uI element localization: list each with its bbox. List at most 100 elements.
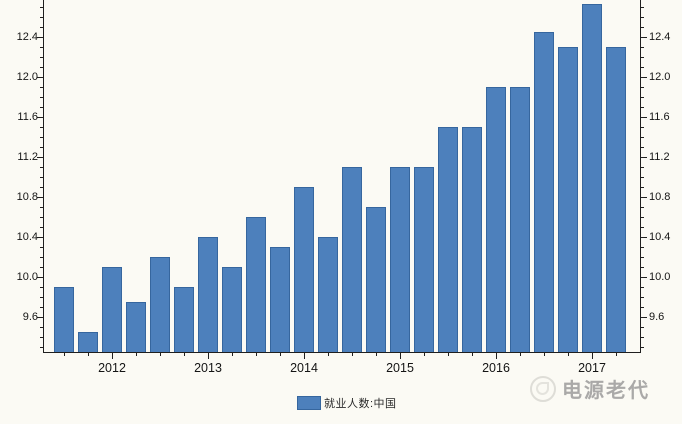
bar	[558, 47, 578, 352]
x-major-tick	[304, 353, 305, 359]
bar	[438, 127, 458, 352]
x-axis-year-label: 2015	[386, 361, 414, 375]
y-minor-tick	[641, 127, 644, 128]
x-minor-tick	[520, 353, 521, 356]
legend-swatch-icon	[297, 396, 321, 410]
x-minor-tick	[160, 353, 161, 356]
bar	[150, 257, 170, 352]
y-minor-tick	[40, 47, 43, 48]
y-major-tick	[641, 157, 647, 158]
y-minor-tick	[40, 187, 43, 188]
legend-label: 就业人数:中国	[324, 398, 397, 410]
x-axis-year-label: 2017	[578, 361, 606, 375]
x-axis-year-label: 2013	[194, 361, 222, 375]
y-axis-label-left: 10.0	[16, 271, 38, 283]
x-axis-year-label: 2014	[290, 361, 318, 375]
bar	[414, 167, 434, 352]
x-major-tick	[496, 353, 497, 359]
y-minor-tick	[641, 177, 644, 178]
bar	[462, 127, 482, 352]
bar	[486, 87, 506, 352]
x-minor-tick	[136, 353, 137, 356]
bar	[390, 167, 410, 352]
y-axis-label-left: 9.6	[22, 311, 38, 323]
y-minor-tick	[40, 327, 43, 328]
bar	[126, 302, 146, 352]
x-minor-tick	[352, 353, 353, 356]
y-minor-tick	[641, 267, 644, 268]
y-minor-tick	[40, 307, 43, 308]
bar	[222, 267, 242, 352]
x-major-tick	[592, 353, 593, 359]
x-minor-tick	[328, 353, 329, 356]
y-minor-tick	[641, 107, 644, 108]
y-minor-tick	[40, 247, 43, 248]
y-minor-tick	[641, 17, 644, 18]
y-minor-tick	[641, 27, 644, 28]
y-minor-tick	[40, 147, 43, 148]
bar	[342, 167, 362, 352]
y-minor-tick	[40, 17, 43, 18]
y-axis-label-left: 10.8	[16, 191, 38, 203]
y-minor-tick	[641, 167, 644, 168]
y-major-tick	[641, 237, 647, 238]
y-minor-tick	[641, 347, 644, 348]
y-axis-label-right: 12.4	[649, 31, 671, 43]
y-axis-right	[640, 0, 641, 353]
y-minor-tick	[40, 207, 43, 208]
x-minor-tick	[376, 353, 377, 356]
y-minor-tick	[641, 287, 644, 288]
y-axis-label-right: 10.8	[649, 191, 671, 203]
y-minor-tick	[40, 97, 43, 98]
x-minor-tick	[64, 353, 65, 356]
bar	[78, 332, 98, 352]
bar	[366, 207, 386, 352]
x-minor-tick	[568, 353, 569, 356]
y-minor-tick	[40, 257, 43, 258]
y-axis-label-right: 11.6	[649, 111, 670, 123]
y-major-tick	[37, 237, 43, 238]
y-minor-tick	[40, 107, 43, 108]
y-minor-tick	[641, 227, 644, 228]
bar	[510, 87, 530, 352]
y-axis-label-left: 10.4	[16, 231, 38, 243]
bar	[582, 4, 602, 352]
y-minor-tick	[40, 267, 43, 268]
y-major-tick	[641, 277, 647, 278]
x-minor-tick	[184, 353, 185, 356]
y-major-tick	[37, 277, 43, 278]
y-minor-tick	[40, 57, 43, 58]
y-major-tick	[37, 317, 43, 318]
y-minor-tick	[40, 7, 43, 8]
y-major-tick	[37, 117, 43, 118]
y-axis-label-right: 10.4	[649, 231, 671, 243]
y-minor-tick	[40, 347, 43, 348]
y-major-tick	[37, 197, 43, 198]
y-axis-label-left: 11.6	[17, 111, 38, 123]
x-axis-year-label: 2012	[98, 361, 126, 375]
y-minor-tick	[641, 297, 644, 298]
y-axis-left	[43, 0, 44, 353]
y-minor-tick	[40, 337, 43, 338]
y-axis-label-left: 12.4	[16, 31, 38, 43]
x-minor-tick	[616, 353, 617, 356]
y-minor-tick	[641, 87, 644, 88]
x-minor-tick	[232, 353, 233, 356]
watermark-text: 电源老代	[562, 380, 650, 402]
y-minor-tick	[641, 57, 644, 58]
bar	[174, 287, 194, 352]
y-minor-tick	[40, 67, 43, 68]
y-minor-tick	[40, 167, 43, 168]
y-axis-label-right: 9.6	[649, 311, 665, 323]
bar	[534, 32, 554, 352]
bar	[102, 267, 122, 352]
y-major-tick	[641, 77, 647, 78]
y-major-tick	[641, 197, 647, 198]
y-major-tick	[37, 37, 43, 38]
x-minor-tick	[544, 353, 545, 356]
bar	[318, 237, 338, 352]
y-minor-tick	[641, 327, 644, 328]
bar	[294, 187, 314, 352]
y-minor-tick	[40, 227, 43, 228]
